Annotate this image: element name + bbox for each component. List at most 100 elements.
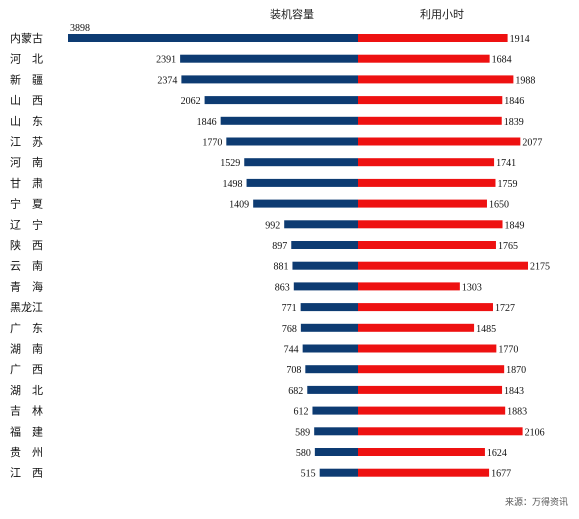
category-label: 河 南: [10, 156, 43, 169]
hours-value-label: 1839: [504, 117, 524, 128]
hours-value-label: 1650: [489, 200, 509, 211]
category-label: 宁 夏: [10, 197, 43, 211]
capacity-bar: [300, 323, 358, 332]
category-label: 河 北: [10, 53, 43, 66]
hours-value-label: 1759: [497, 179, 517, 190]
category-label: 广 西: [10, 363, 43, 376]
hours-value-label: 1684: [492, 55, 512, 66]
category-label: 吉 林: [10, 404, 43, 418]
hours-bar: [358, 241, 496, 249]
category-label: 甘 肃: [10, 177, 43, 190]
hours-bar: [358, 34, 508, 42]
capacity-value-label: 1770: [202, 138, 222, 149]
hours-value-label: 1914: [510, 34, 530, 45]
capacity-value-label: 708: [286, 365, 301, 376]
hours-value-label: 2077: [522, 138, 542, 149]
capacity-bar: [302, 344, 358, 353]
hours-value-label: 1727: [495, 303, 515, 314]
hours-bar: [358, 448, 485, 456]
capacity-bar: [180, 54, 358, 63]
capacity-value-label: 2374: [157, 75, 177, 86]
source-note: 来源：万得资讯: [505, 496, 568, 508]
capacity-value-label: 612: [293, 407, 308, 418]
bar-rows: 内蒙古 3898 1914 河 北 2391 1684 新 疆 2374 1988 山 西 2062…: [10, 23, 550, 480]
hours-bar: [358, 323, 475, 332]
category-label: 内蒙古: [10, 31, 43, 45]
capacity-bar: [300, 303, 358, 312]
hours-bar: [358, 303, 493, 312]
hours-value-label: 1765: [498, 241, 518, 252]
capacity-value-label: 1846: [197, 117, 217, 128]
capacity-bar: [253, 199, 358, 208]
capacity-bar: [312, 406, 358, 415]
hours-value-label: 1883: [507, 407, 527, 418]
capacity-bar: [68, 34, 358, 42]
hours-value-label: 1849: [505, 220, 525, 231]
capacity-value-label: 768: [282, 324, 297, 335]
category-label: 云 南: [10, 260, 43, 273]
hours-bar: [358, 406, 506, 415]
category-label: 山 东: [10, 115, 43, 128]
category-label: 贵 州: [10, 446, 43, 459]
capacity-value-label: 1498: [223, 179, 243, 190]
capacity-bar: [244, 158, 358, 167]
capacity-value-label: 682: [288, 386, 303, 397]
capacity-bar: [293, 282, 358, 291]
hours-bar: [358, 385, 503, 394]
capacity-bar: [307, 385, 358, 394]
hours-bar: [358, 468, 490, 477]
category-label: 辽 宁: [10, 217, 43, 231]
capacity-value-label: 589: [295, 427, 310, 438]
capacity-bar: [292, 261, 358, 270]
capacity-value-label: 881: [273, 262, 288, 273]
hours-value-label: 1846: [504, 96, 524, 107]
hours-bar: [358, 96, 503, 105]
capacity-value-label: 580: [296, 448, 311, 459]
hours-value-label: 1624: [487, 448, 507, 459]
legend-hours-label: 利用小时: [420, 8, 464, 21]
capacity-value-label: 744: [284, 345, 299, 356]
capacity-bar: [319, 468, 358, 477]
hours-bar: [358, 344, 497, 353]
category-label: 青 海: [10, 279, 43, 293]
capacity-bar: [220, 116, 358, 125]
hours-bar: [358, 178, 496, 187]
category-label: 江 苏: [10, 136, 43, 149]
capacity-value-label: 515: [301, 469, 316, 480]
hours-bar: [358, 54, 490, 63]
capacity-bar: [181, 75, 358, 84]
capacity-value-label: 2391: [156, 55, 176, 66]
capacity-value-label: 771: [282, 303, 297, 314]
capacity-bar: [314, 448, 358, 456]
hours-value-label: 1843: [504, 386, 524, 397]
hours-bar: [358, 365, 505, 374]
capacity-value-label: 3898: [70, 23, 90, 34]
capacity-bar: [284, 220, 358, 229]
hours-value-label: 2175: [530, 262, 550, 273]
capacity-bar: [226, 137, 358, 146]
capacity-value-label: 863: [275, 282, 290, 293]
hours-bar: [358, 199, 487, 208]
capacity-value-label: 2062: [181, 96, 201, 107]
category-label: 山 西: [10, 94, 43, 107]
category-label: 广 东: [10, 322, 43, 335]
category-label: 江 西: [10, 467, 43, 480]
capacity-bar: [314, 427, 358, 436]
legend-capacity-label: 装机容量: [270, 7, 314, 21]
hours-value-label: 1770: [498, 345, 518, 356]
hours-value-label: 1303: [462, 282, 482, 293]
hours-bar: [358, 75, 514, 84]
hours-bar: [358, 282, 460, 291]
hours-bar: [358, 427, 523, 436]
hours-bar: [358, 137, 521, 146]
category-label: 湖 北: [10, 384, 43, 397]
hours-bar: [358, 158, 495, 167]
category-label: 黑龙江: [10, 301, 43, 314]
hours-value-label: 1485: [476, 324, 496, 335]
hours-bar: [358, 116, 502, 125]
capacity-bar: [291, 241, 358, 249]
capacity-value-label: 897: [272, 241, 287, 252]
capacity-bar: [204, 96, 358, 105]
category-label: 新 疆: [10, 72, 43, 86]
